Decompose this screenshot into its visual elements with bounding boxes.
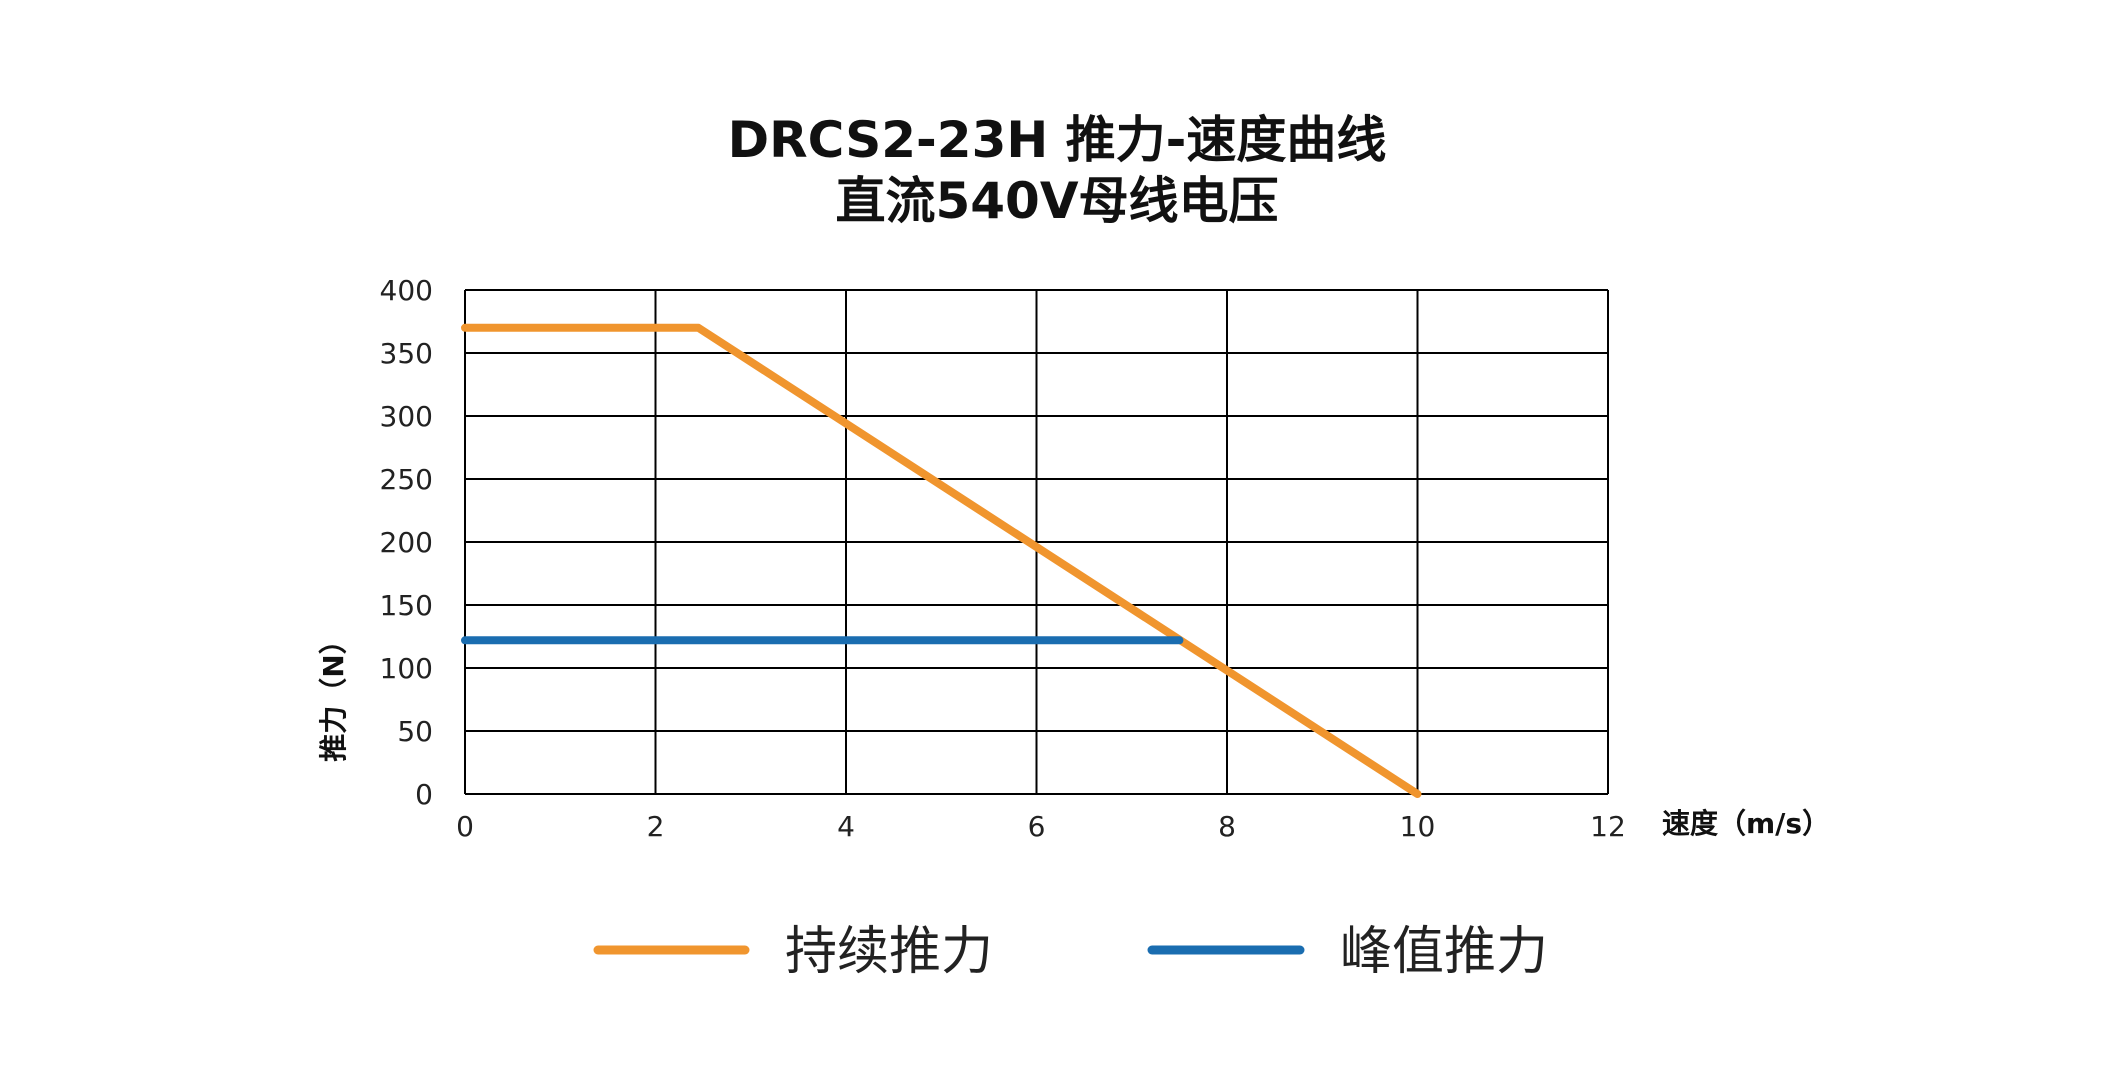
- series-lines: [461, 323, 1422, 798]
- y-tick-label: 150: [380, 589, 433, 622]
- x-tick-label: 0: [456, 810, 474, 843]
- y-tick-label: 0: [415, 778, 433, 811]
- x-tick-label: 4: [837, 810, 855, 843]
- y-tick-label: 350: [380, 337, 433, 370]
- y-tick-label: 100: [380, 652, 433, 685]
- y-tick-label: 400: [380, 274, 433, 307]
- x-tick-label: 6: [1028, 810, 1046, 843]
- x-tick-label: 12: [1590, 810, 1626, 843]
- legend-label: 峰值推力: [1340, 922, 1548, 982]
- legend-label: 持续推力: [785, 922, 993, 982]
- y-tick-label: 200: [380, 526, 433, 559]
- legend: 持续推力 峰值推力: [593, 922, 1548, 982]
- x-tick-label: 2: [647, 810, 665, 843]
- chart-subtitle: 直流540V母线电压: [835, 172, 1278, 230]
- chart-title: DRCS2-23H 推力-速度曲线: [728, 111, 1387, 169]
- y-axis-title: 推力（N）: [317, 626, 350, 761]
- series-line-1: [461, 323, 1422, 798]
- plot-grid: [464, 289, 1609, 795]
- x-tick-label: 8: [1218, 810, 1236, 843]
- x-tick-label: 10: [1400, 810, 1436, 843]
- x-axis-title: 速度（m/s）: [1662, 807, 1830, 840]
- y-tick-label: 50: [397, 715, 433, 748]
- y-tick-label: 250: [380, 463, 433, 496]
- y-tick-label: 300: [380, 400, 433, 433]
- axis-ticks: 0 50 100 150 200 250 300 350 400 0 2 4 6 8 10 12: [380, 274, 1626, 843]
